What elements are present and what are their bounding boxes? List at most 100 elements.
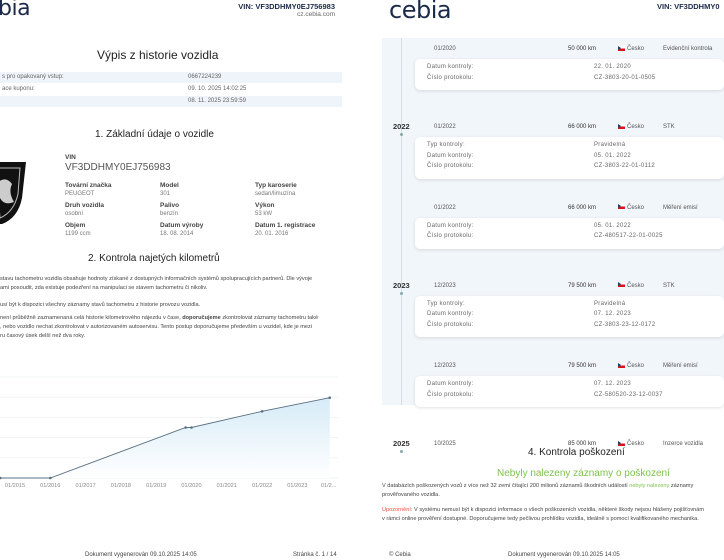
detail-row: Datum kontroly: 05. 01. 2022 xyxy=(427,153,631,159)
timeline-event: 01/2022 66 000 km Česko Měření emisí xyxy=(415,197,724,219)
field-label: Tovární značka xyxy=(65,182,112,189)
detail-label: Číslo protokolu: xyxy=(427,321,474,328)
detail-value: CZ-3803-22-01-0112 xyxy=(594,163,655,169)
czech-flag-icon xyxy=(618,45,625,51)
info-value: 0667224239 xyxy=(188,74,222,80)
detail-value: CZ-3803-23-12-0172 xyxy=(594,321,656,328)
data-point xyxy=(328,396,332,400)
paragraph-line: prověřovaného vozidla. xyxy=(382,492,440,498)
timeline-line xyxy=(401,38,402,405)
detail-row: Datum kontroly: 05. 01. 2022 xyxy=(427,222,631,229)
info-value: 08. 11. 2025 23:59:59 xyxy=(188,98,246,104)
event-km: 50 000 km xyxy=(568,46,597,52)
detail-value: 22. 01. 2020 xyxy=(594,64,631,70)
vin-header: VIN: VF3DDHMY0 xyxy=(657,2,720,11)
czech-flag-icon xyxy=(618,123,625,129)
event-country: Česko xyxy=(627,124,645,130)
detail-label: Číslo protokolu: xyxy=(427,163,474,169)
event-detail-card: Datum kontroly: 22. 01. 2020 Číslo protoko… xyxy=(415,59,724,90)
peugeot-logo-icon xyxy=(0,162,26,224)
site-link[interactable]: cz.cebia.com xyxy=(297,11,335,18)
event-type: Evidenční kontrola xyxy=(663,46,713,52)
event-km: 79 500 km xyxy=(568,363,597,369)
timeline-event: 01/2020 50 000 km Česko Evidenční kontrola xyxy=(415,38,724,60)
paragraph-line: ru časový úsek delší než dva roky. xyxy=(0,333,86,339)
section1-title: 1. Základní údaje o vozidle xyxy=(95,129,214,140)
paragraph-green: nebyly nalezeny xyxy=(629,483,670,489)
detail-row: Datum kontroly: 07. 12. 2023 xyxy=(427,381,631,387)
timeline-dot xyxy=(400,450,403,453)
timeline-event: 01/2022 66 000 km Česko STK xyxy=(415,116,724,138)
event-date: 10/2025 xyxy=(434,441,456,447)
event-country: Česko xyxy=(627,46,645,52)
paragraph-text: zkontrolovat záznamy tachometru také xyxy=(220,315,319,321)
event-date: 01/2020 xyxy=(434,46,456,52)
detail-label: Typ kontroly: xyxy=(427,142,465,148)
field-value: benzín xyxy=(160,211,179,217)
paragraph-line: , nebo vozidlo nechat zkontrolovat v aut… xyxy=(0,324,313,330)
field-label: Objem xyxy=(65,222,86,229)
section2-title: 2. Kontrola najetých kilometrů xyxy=(88,253,220,264)
cebia-logo: cebia xyxy=(389,0,452,24)
paragraph-line: stavu tachometru vozidla obsahuje hodnot… xyxy=(0,276,313,282)
odometer-chart: 01/2015 01/2016 01/2017 01/2018 01/2019 01/20… xyxy=(0,376,338,489)
x-tick-label: 01/2023 xyxy=(287,483,307,489)
detail-label: Datum kontroly: xyxy=(427,222,474,229)
info-row: s pro opakovaný vstup: 0667224239 xyxy=(0,72,342,83)
detail-row: Číslo protokolu: CZ-3803-20-01-0505 xyxy=(427,74,655,81)
data-point xyxy=(190,426,193,429)
detail-row: Datum kontroly: 22. 01. 2020 xyxy=(427,64,631,70)
vin-label: VIN xyxy=(65,154,76,161)
x-tick-label: 01/2... xyxy=(321,483,337,489)
event-country: Česko xyxy=(627,204,645,211)
timeline-event: 12/2023 79 500 km Česko STK xyxy=(415,275,724,297)
recommendation-paragraph: není průběžně zaznamenaná celá historie … xyxy=(0,314,318,341)
event-detail-card: Typ kontroly: Pravidelná Datum kontroly: 07… xyxy=(415,295,724,337)
event-km: 66 000 km xyxy=(568,204,597,211)
timeline-dot xyxy=(400,291,403,295)
footer-generated: Dokument vygenerován 09.10.2025 14:05 xyxy=(85,552,197,558)
field-value: 20. 01. 2016 xyxy=(255,231,289,237)
x-tick-label: 01/2021 xyxy=(217,483,237,489)
event-detail-card: Typ kontroly: Pravidelná Datum kontroly: 05… xyxy=(415,137,724,179)
event-country: Česko xyxy=(627,441,645,447)
info-label: s pro opakovaný vstup: xyxy=(2,74,64,80)
paragraph-text: V systému nemusí být k dispozici informa… xyxy=(412,507,705,513)
event-type: Měření emisí xyxy=(663,363,698,369)
vin-header: VIN: VF3DDHMY0EJ756983 xyxy=(238,2,335,11)
detail-row: Číslo protokolu: CZ-580520-23-12-0037 xyxy=(427,392,662,398)
event-type: Inzerce vozidla xyxy=(663,441,704,447)
data-point xyxy=(49,476,52,480)
paragraph-text: není průběžně zaznamenaná celá historie … xyxy=(0,315,183,321)
detail-value: 05. 01. 2022 xyxy=(594,152,631,159)
event-km: 85 000 km xyxy=(568,441,597,447)
event-country: Česko xyxy=(627,363,645,369)
event-date: 12/2023 xyxy=(434,282,456,289)
czech-flag-icon xyxy=(618,362,625,368)
field-value: osobní xyxy=(65,211,84,217)
timeline-year: 2022 xyxy=(393,122,410,131)
paragraph-text: V databázích poškozených vozů z více než… xyxy=(382,483,630,489)
event-km: 79 500 km xyxy=(568,282,597,289)
x-tick-label: 01/2018 xyxy=(111,483,131,489)
detail-value: CZ-3803-20-01-0505 xyxy=(594,74,656,81)
footer-copyright: © Cebia xyxy=(389,552,411,558)
detail-label: Datum kontroly: xyxy=(427,381,474,387)
warning-paragraph: Upozornění: V systému nemusí být k dispo… xyxy=(382,506,704,524)
event-date: 12/2023 xyxy=(434,363,456,369)
series-line xyxy=(0,397,330,479)
field-label: Typ karoserie xyxy=(255,182,297,189)
damage-paragraph: V databázích poškozených vozů z více než… xyxy=(382,482,693,500)
field-label: Palivo xyxy=(160,202,180,209)
x-tick-label: 01/2017 xyxy=(75,483,95,489)
x-tick-label: 01/2019 xyxy=(146,483,166,489)
field-value: 301 xyxy=(160,191,171,197)
x-tick-label: 01/2015 xyxy=(5,483,25,489)
detail-label: Číslo protokolu: xyxy=(427,74,474,81)
info-row: 08. 11. 2025 23:59:59 xyxy=(0,96,342,107)
info-row: ace kuponu: 09. 10. 2025 14:02:25 xyxy=(0,84,342,95)
x-tick-label: 01/2016 xyxy=(40,483,60,489)
data-point xyxy=(184,426,187,429)
field-label: Datum 1. registrace xyxy=(255,222,316,229)
event-type: STK xyxy=(663,282,675,289)
